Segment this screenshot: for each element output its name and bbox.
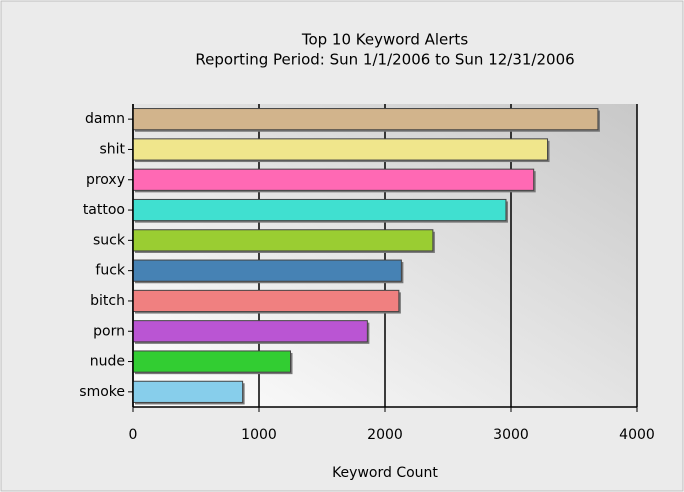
bar	[132, 289, 400, 313]
bar	[132, 168, 535, 191]
y-tick-label: proxy	[86, 172, 125, 188]
x-tick-label: 1000	[241, 427, 277, 443]
x-tick-label: 0	[129, 427, 138, 443]
bar	[132, 259, 402, 282]
y-tick-label: shit	[99, 141, 125, 157]
y-tick-label: fuck	[95, 263, 125, 279]
y-tick-label: nude	[90, 354, 125, 370]
bar	[132, 108, 599, 131]
x-tick-label: 3000	[493, 427, 529, 443]
y-tick-label: damn	[85, 111, 125, 127]
x-axis-label: Keyword Count	[332, 465, 438, 481]
y-tick-label: tattoo	[83, 202, 125, 218]
bar	[132, 198, 507, 222]
bar	[132, 229, 434, 252]
x-tick-label: 2000	[367, 427, 403, 443]
chart-title: Top 10 Keyword Alerts	[301, 31, 468, 49]
y-tick-label: porn	[93, 323, 125, 339]
y-tick-label: smoke	[79, 384, 125, 400]
bar	[132, 380, 244, 403]
bar	[132, 350, 291, 373]
y-tick-label: bitch	[90, 293, 125, 309]
chart-subtitle: Reporting Period: Sun 1/1/2006 to Sun 12…	[195, 51, 574, 69]
bar	[132, 320, 368, 343]
y-tick-label: suck	[93, 232, 126, 248]
bar	[132, 138, 549, 161]
x-tick-label: 4000	[619, 427, 655, 443]
